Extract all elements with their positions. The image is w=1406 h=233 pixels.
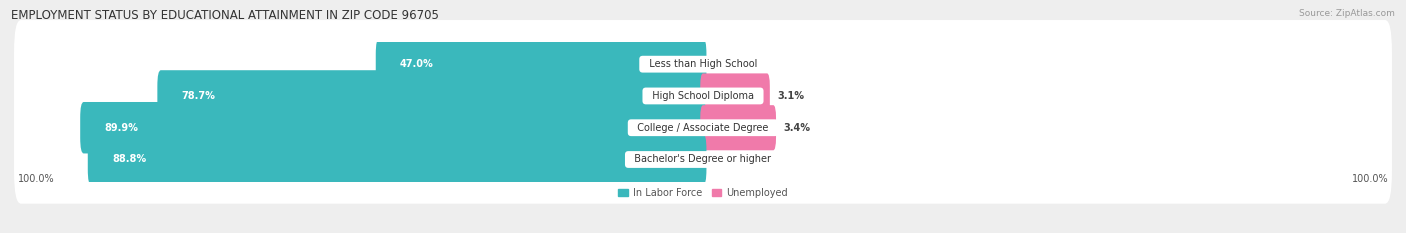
FancyBboxPatch shape — [14, 84, 1392, 172]
Text: EMPLOYMENT STATUS BY EDUCATIONAL ATTAINMENT IN ZIP CODE 96705: EMPLOYMENT STATUS BY EDUCATIONAL ATTAINM… — [11, 9, 439, 22]
Text: Source: ZipAtlas.com: Source: ZipAtlas.com — [1299, 9, 1395, 18]
Text: 0.0%: 0.0% — [717, 154, 744, 164]
FancyBboxPatch shape — [700, 73, 770, 119]
Text: 100.0%: 100.0% — [1353, 174, 1389, 184]
FancyBboxPatch shape — [14, 20, 1392, 108]
Text: 47.0%: 47.0% — [399, 59, 433, 69]
Legend: In Labor Force, Unemployed: In Labor Force, Unemployed — [614, 184, 792, 202]
FancyBboxPatch shape — [157, 70, 706, 122]
FancyBboxPatch shape — [87, 134, 706, 185]
FancyBboxPatch shape — [375, 38, 706, 90]
FancyBboxPatch shape — [14, 52, 1392, 140]
Text: Bachelor's Degree or higher: Bachelor's Degree or higher — [628, 154, 778, 164]
Text: Less than High School: Less than High School — [643, 59, 763, 69]
Text: 3.4%: 3.4% — [783, 123, 811, 133]
Text: 89.9%: 89.9% — [104, 123, 138, 133]
Text: 88.8%: 88.8% — [112, 154, 146, 164]
FancyBboxPatch shape — [80, 102, 706, 154]
Text: 100.0%: 100.0% — [17, 174, 53, 184]
Text: 0.0%: 0.0% — [717, 59, 744, 69]
FancyBboxPatch shape — [14, 115, 1392, 204]
Text: College / Associate Degree: College / Associate Degree — [631, 123, 775, 133]
Text: 78.7%: 78.7% — [181, 91, 215, 101]
Text: High School Diploma: High School Diploma — [645, 91, 761, 101]
Text: 3.1%: 3.1% — [778, 91, 804, 101]
FancyBboxPatch shape — [700, 105, 776, 150]
